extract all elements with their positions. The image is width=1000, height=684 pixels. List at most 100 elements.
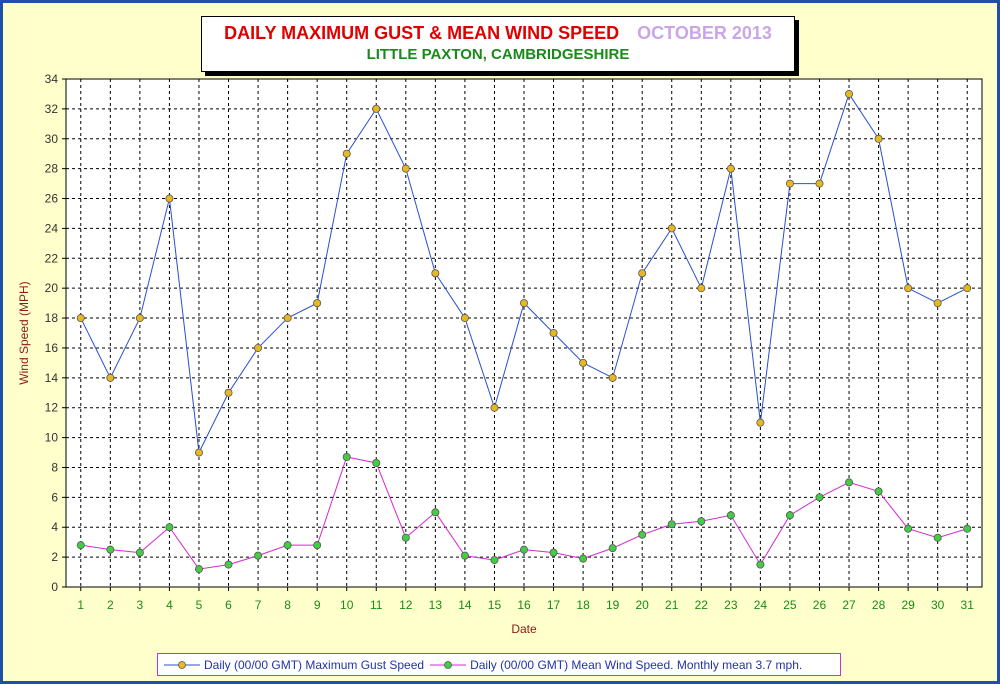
chart-month: OCTOBER 2013 — [637, 23, 772, 43]
title-box: DAILY MAXIMUM GUST & MEAN WIND SPEED OCTO… — [201, 16, 795, 72]
y-tick-label: 10 — [45, 431, 59, 445]
y-axis-title: Wind Speed (MPH) — [17, 281, 31, 384]
point-gust — [283, 314, 292, 323]
y-tick-label: 14 — [45, 371, 59, 385]
x-tick-label: 23 — [724, 598, 738, 612]
y-tick-label: 16 — [45, 341, 59, 355]
series — [76, 89, 972, 574]
point-mean — [845, 478, 854, 487]
y-tick-label: 20 — [45, 281, 59, 295]
point-gust — [933, 299, 942, 308]
point-gust — [963, 284, 972, 293]
point-gust — [608, 373, 617, 382]
y-tick-label: 28 — [45, 162, 59, 176]
grid — [66, 79, 982, 587]
y-tick-label: 2 — [51, 550, 58, 564]
y-tick-label: 30 — [45, 132, 59, 146]
point-mean — [460, 551, 469, 560]
point-mean — [608, 544, 617, 553]
x-tick-label: 3 — [137, 598, 144, 612]
legend-swatch-gust — [164, 660, 200, 669]
x-tick-label: 31 — [961, 598, 975, 612]
point-mean — [726, 511, 735, 520]
x-tick-label: 1 — [77, 598, 84, 612]
chart-title: DAILY MAXIMUM GUST & MEAN WIND SPEED — [224, 23, 620, 43]
point-mean — [254, 551, 263, 560]
x-tick-label: 17 — [547, 598, 561, 612]
x-tick-label: 28 — [872, 598, 886, 612]
point-gust — [342, 149, 351, 158]
x-tick-label: 4 — [166, 598, 173, 612]
point-mean — [76, 541, 85, 550]
x-tick-label: 9 — [314, 598, 321, 612]
point-mean — [549, 548, 558, 557]
point-gust — [313, 299, 322, 308]
point-gust — [549, 328, 558, 337]
x-tick-label: 27 — [842, 598, 856, 612]
x-tick-label: 19 — [606, 598, 620, 612]
point-mean — [135, 548, 144, 557]
y-tick-label: 12 — [45, 401, 59, 415]
point-mean — [313, 541, 322, 550]
legend-item-mean: Daily (00/00 GMT) Mean Wind Speed. Month… — [430, 658, 802, 672]
point-mean — [165, 523, 174, 532]
y-tick-label: 4 — [51, 520, 58, 534]
x-tick-label: 14 — [458, 598, 472, 612]
x-tick-label: 6 — [225, 598, 232, 612]
x-tick-label: 10 — [340, 598, 354, 612]
x-tick-label: 8 — [284, 598, 291, 612]
point-mean — [667, 520, 676, 529]
point-gust — [845, 89, 854, 98]
point-mean — [785, 511, 794, 520]
chart-location: LITTLE PAXTON, CAMBRIDGESHIRE — [366, 46, 630, 63]
x-tick-label: 30 — [931, 598, 945, 612]
x-tick-label: 7 — [255, 598, 262, 612]
y-tick-label: 6 — [51, 490, 58, 504]
point-mean — [194, 565, 203, 574]
x-axis-title: Date — [511, 622, 537, 636]
point-mean — [431, 508, 440, 517]
title-line: DAILY MAXIMUM GUST & MEAN WIND SPEED OCTO… — [202, 23, 794, 44]
x-tick-label: 25 — [783, 598, 797, 612]
point-gust — [579, 358, 588, 367]
y-tick-label: 8 — [51, 460, 58, 474]
legend-swatch-mean — [430, 660, 467, 669]
x-tick-label: 11 — [370, 598, 383, 612]
point-mean — [579, 554, 588, 563]
point-mean — [815, 493, 824, 502]
point-gust — [815, 179, 824, 188]
x-tick-label: 12 — [399, 598, 413, 612]
x-tick-label: 16 — [517, 598, 531, 612]
point-gust — [224, 388, 233, 397]
point-gust — [638, 269, 647, 278]
point-gust — [697, 284, 706, 293]
point-mean — [756, 560, 765, 569]
point-mean — [933, 533, 942, 542]
y-tick-label: 24 — [45, 221, 59, 235]
point-gust — [726, 164, 735, 173]
point-gust — [785, 179, 794, 188]
point-mean — [106, 545, 115, 554]
legend: Daily (00/00 GMT) Maximum Gust Speed Dai… — [157, 653, 841, 676]
point-gust — [460, 314, 469, 323]
point-mean — [638, 530, 647, 539]
x-tick-label: 24 — [754, 598, 768, 612]
legend-item-gust: Daily (00/00 GMT) Maximum Gust Speed — [164, 658, 424, 672]
x-tick-label: 29 — [901, 598, 915, 612]
x-tick-label: 15 — [488, 598, 502, 612]
legend-label-gust: Daily (00/00 GMT) Maximum Gust Speed — [204, 657, 425, 672]
point-mean — [520, 545, 529, 554]
x-tick-label: 2 — [107, 598, 114, 612]
point-mean — [401, 533, 410, 542]
point-mean — [224, 560, 233, 569]
x-tick-label: 26 — [813, 598, 827, 612]
point-gust — [520, 299, 529, 308]
point-gust — [106, 373, 115, 382]
y-tick-label: 0 — [51, 580, 58, 594]
point-gust — [401, 164, 410, 173]
y-tick-label: 18 — [45, 311, 59, 325]
x-tick-label: 22 — [695, 598, 709, 612]
point-mean — [283, 541, 292, 550]
